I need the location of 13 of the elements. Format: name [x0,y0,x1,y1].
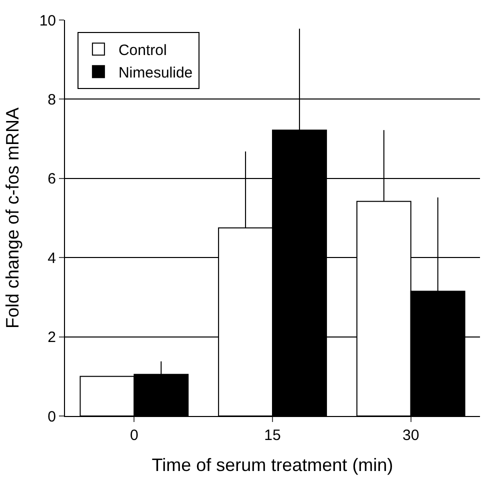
y-tick-label: 6 [48,170,56,188]
y-tick-label: 8 [48,91,56,108]
x-axis-title: Time of serum treatment (min) [152,455,394,476]
x-tick-label: 15 [264,427,281,444]
y-tick-label: 4 [48,250,56,267]
y-tick-label: 0 [48,408,56,426]
legend-label: Nimesulide [118,64,193,82]
y-tick-label: 10 [39,12,56,30]
y-tick-label: 2 [48,329,56,346]
legend-label: Control [118,42,167,59]
x-tick-label: 30 [402,427,420,444]
x-tick-label: 0 [130,427,138,444]
y-axis-title: Fold change of c-fos mRNA [2,107,23,329]
